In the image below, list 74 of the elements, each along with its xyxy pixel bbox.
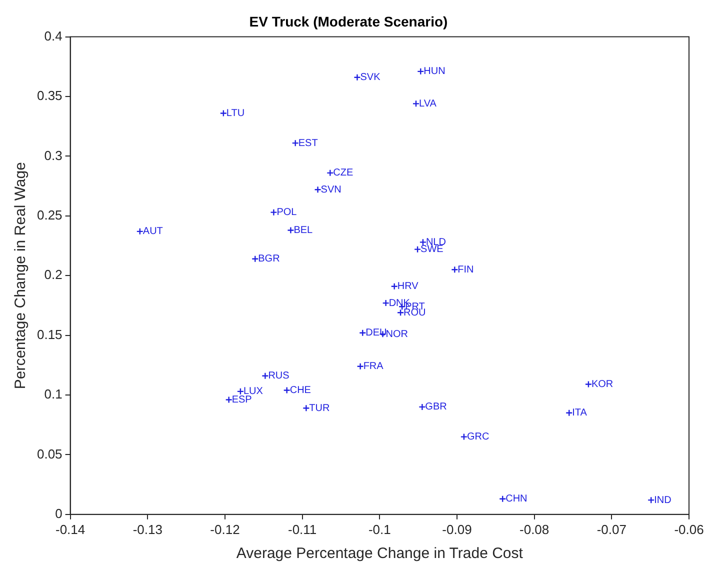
x-tick-label: -0.07 <box>596 522 626 537</box>
point <box>648 496 655 504</box>
annotation: GBR <box>425 402 447 413</box>
point <box>359 329 366 337</box>
point <box>417 68 424 76</box>
point <box>262 372 269 380</box>
x-tick-label: -0.1 <box>368 522 391 537</box>
y-tick-label: 0.25 <box>36 207 62 222</box>
point <box>292 139 299 147</box>
point <box>460 433 468 440</box>
y-tick-label: 0.15 <box>36 326 62 342</box>
annotation: BEL <box>294 224 314 236</box>
point <box>236 388 244 396</box>
x-tick-label: -0.08 <box>520 522 550 537</box>
y-tick-label: 0.1 <box>44 386 62 402</box>
x-tick-label: -0.13 <box>132 522 162 537</box>
x-axis-title: Average Percentage Change in Trade Cost <box>236 545 524 562</box>
annotation: CZE <box>333 168 354 179</box>
point <box>418 403 426 411</box>
annotation: ITA <box>572 408 588 419</box>
annotation: SVN <box>320 184 342 196</box>
point <box>354 74 361 81</box>
annotation: ROU <box>404 307 426 318</box>
y-tick-label: 0 <box>55 506 62 521</box>
annotation: FRA <box>363 361 384 372</box>
annotation: POL <box>276 207 298 218</box>
point <box>584 380 592 388</box>
annotation: NOR <box>386 328 408 340</box>
annotation: GRC <box>466 432 490 443</box>
point <box>382 299 390 307</box>
point <box>220 110 228 117</box>
point <box>225 396 232 404</box>
annotation: EST <box>298 138 318 149</box>
y-axis-title: Percentage Change in Real Wage <box>12 162 30 390</box>
point <box>499 495 506 502</box>
annotation: BGR <box>258 254 280 265</box>
point <box>414 246 422 253</box>
point <box>287 226 294 234</box>
annotation: ESP <box>232 394 252 406</box>
annotation: CHN <box>506 494 528 505</box>
y-tick-label: 0.3 <box>44 148 62 163</box>
annotation: CHE <box>290 384 312 396</box>
x-tick-label: -0.14 <box>55 522 86 537</box>
annotation: TUR <box>309 402 330 414</box>
annotation: AUT <box>142 226 163 238</box>
point <box>396 309 404 316</box>
x-tick-label: -0.11 <box>288 522 317 537</box>
point <box>390 282 398 290</box>
annotation: FIN <box>458 264 474 276</box>
x-tick-label: -0.06 <box>674 522 704 537</box>
annotation: IND <box>654 494 672 506</box>
annotation: HUN <box>424 66 446 78</box>
y-tick-label: 0.05 <box>36 446 62 462</box>
point <box>356 362 364 370</box>
point <box>270 208 278 216</box>
x-tick-label: -0.12 <box>210 522 240 537</box>
annotation: LVA <box>419 98 437 110</box>
point <box>566 409 573 417</box>
annotation: SVK <box>360 72 381 84</box>
annotation: HRV <box>397 281 419 292</box>
annotation: KOR <box>591 379 614 390</box>
chart-title: EV Truck (Moderate Scenario) <box>249 13 448 30</box>
annotation: RUS <box>268 370 290 382</box>
point <box>314 186 322 194</box>
y-tick-label: 0.35 <box>36 88 62 104</box>
y-tick-label: 0.2 <box>44 267 62 282</box>
y-tick-label: 0.4 <box>44 28 62 44</box>
x-tick-label: -0.09 <box>442 522 472 537</box>
point <box>252 255 259 262</box>
point <box>283 386 290 394</box>
point <box>412 100 420 108</box>
point <box>326 169 334 177</box>
point <box>451 266 458 274</box>
annotation: LTU <box>226 108 245 119</box>
